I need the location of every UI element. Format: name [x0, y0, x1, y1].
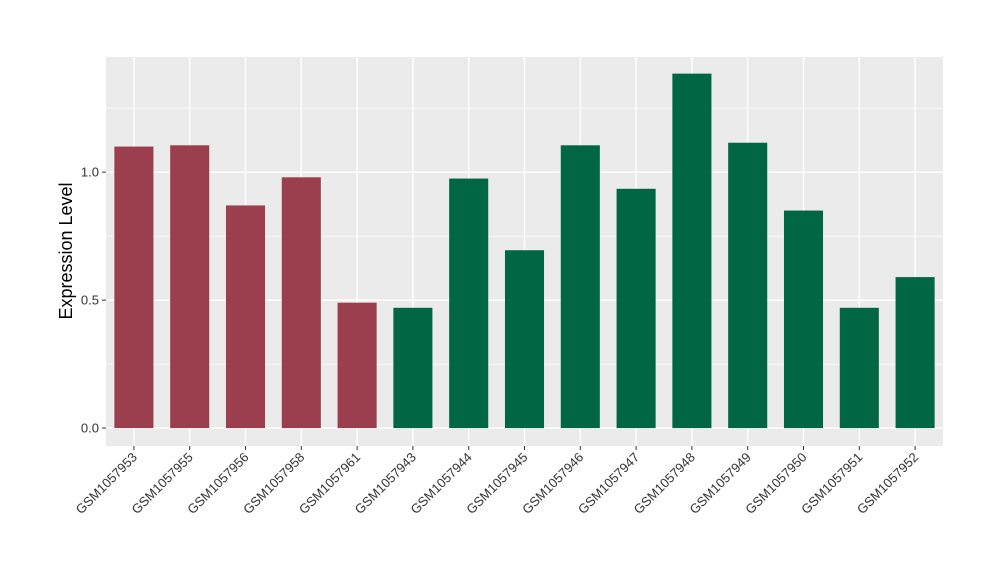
bar-GSM1057958 [281, 177, 321, 429]
bar-GSM1057950 [783, 210, 824, 429]
bar-GSM1057951 [839, 307, 879, 429]
y-axis: 0.0 0.5 1.0 [81, 165, 106, 436]
y-axis-title: Expression Level [56, 182, 76, 319]
bars [114, 73, 935, 429]
bar-GSM1057946 [560, 145, 600, 429]
bar-GSM1057956 [225, 205, 266, 429]
y-tick-label: 0.5 [81, 293, 99, 308]
bar-GSM1057944 [449, 178, 489, 429]
x-axis: GSM1057953GSM1057955GSM1057956GSM1057958… [73, 446, 921, 517]
y-tick-label: 1.0 [81, 165, 99, 180]
bar-GSM1057947 [616, 188, 656, 429]
bar-GSM1057945 [504, 250, 545, 429]
bar-GSM1057943 [393, 307, 433, 429]
bar-GSM1057961 [337, 302, 377, 429]
y-tick-label: 0.0 [81, 421, 99, 436]
bar-GSM1057955 [170, 145, 210, 429]
bar-GSM1057952 [895, 277, 935, 429]
bar-GSM1057948 [672, 73, 712, 429]
bar-GSM1057953 [114, 146, 154, 429]
bar-GSM1057949 [728, 142, 768, 429]
